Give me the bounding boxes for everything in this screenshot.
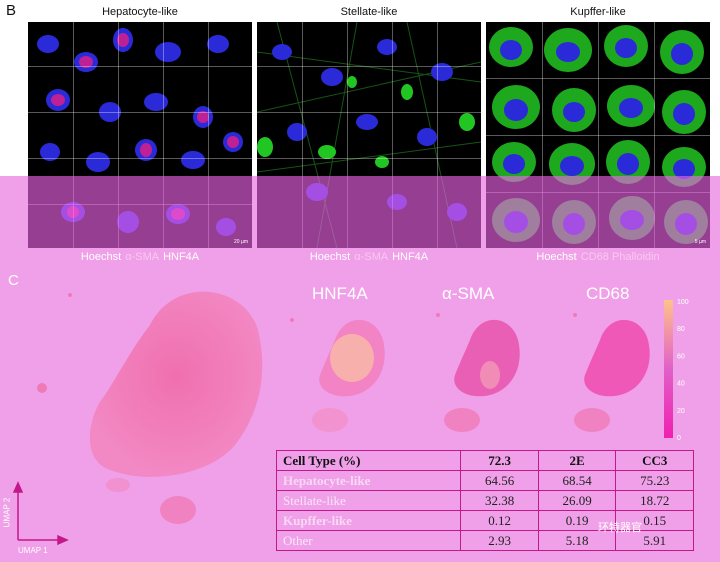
axis-label-umap1: UMAP 1 [18, 546, 48, 555]
kupffer-image-grid: 5 µm [486, 22, 710, 248]
legend-kupffer: Hoechst CD68 Phalloidin [486, 251, 710, 263]
hepatocyte-image-grid: 20 µm [28, 22, 252, 248]
colorbar-tick-label: 80 [677, 326, 685, 333]
table-cell: 2.93 [460, 530, 539, 551]
table-cell: 64.56 [460, 470, 539, 491]
table-header-cell: CC3 [615, 450, 694, 471]
scale-bar-label-hepatocyte: 20 µm [234, 239, 248, 245]
legend-stellate: Hoechst α-SMA HNF4A [257, 251, 481, 263]
table-cell: 75.23 [615, 470, 694, 491]
title-stellate: Stellate-like [340, 6, 398, 18]
table-row-label: Stellate-like [275, 490, 462, 511]
axis-label-umap2: UMAP 2 [2, 497, 12, 528]
table-cell: 18.72 [615, 490, 694, 511]
umap-title-hnf4a: HNF4A [312, 284, 368, 303]
table-cell: 68.54 [537, 470, 617, 491]
table-row-label: Other [275, 530, 462, 551]
table-header-row: Cell Type (%) 72.3 2E CC3 [275, 450, 694, 471]
colorbar [664, 300, 673, 438]
table-cell: 26.09 [537, 490, 617, 511]
scale-bar-label-kupffer: 5 µm [694, 239, 706, 245]
hepatocyte-micrograph [37, 28, 243, 236]
umap-cd68 [573, 313, 650, 432]
table-cell: 32.38 [460, 490, 539, 511]
table-row: Stellate-like 32.38 26.09 18.72 [275, 490, 694, 511]
colorbar-tick-label: 60 [677, 353, 685, 360]
umap-plots: 100 80 60 40 20 0 [12, 291, 689, 546]
colorbar-tick-label: 100 [677, 299, 689, 306]
colorbar-tick-label: 40 [677, 381, 685, 388]
cell-type-table: Cell Type (%) 72.3 2E CC3 Hepatocyte-like 64.… [275, 450, 694, 551]
legend-hepatocyte: Hoechst α-SMA HNF4A [28, 251, 252, 263]
table-row-label: Kupffer-like [275, 510, 462, 531]
umap-main [37, 291, 263, 524]
table-cell: 5.91 [615, 530, 694, 551]
legend-item: HNF4A [392, 251, 429, 263]
umap-axes [12, 481, 69, 546]
legend-item: α-SMA [354, 251, 389, 263]
table-header-cell: 2E [537, 450, 617, 471]
table-row: Other 2.93 5.18 5.91 [275, 530, 694, 551]
colorbar-ticks: 100 80 60 40 20 0 [677, 299, 689, 442]
table-cell: 0.12 [460, 510, 539, 531]
colorbar-tick-label: 20 [677, 408, 685, 415]
title-hepatocyte: Hepatocyte-like [102, 6, 178, 18]
table-row-label: Hepatocyte-like [275, 470, 462, 491]
legend-item: Hoechst [80, 251, 122, 263]
table-row: Hepatocyte-like 64.56 68.54 75.23 [275, 470, 694, 491]
stellate-image-grid [257, 22, 481, 248]
legend-item: Hoechst [536, 251, 577, 263]
colorbar-tick-label: 0 [677, 435, 681, 442]
umap-hnf4a [290, 318, 385, 432]
title-kupffer: Kupffer-like [570, 6, 626, 18]
legend-item: CD68 Phalloidin [580, 251, 660, 263]
umap-title-cd68: CD68 [586, 284, 630, 303]
table-header-cell: Cell Type (%) [275, 450, 462, 471]
legend-item: HNF4A [163, 251, 200, 263]
panel-c-letter: C [8, 272, 19, 289]
table-header-cell: 72.3 [460, 450, 539, 471]
legend-item: α-SMA [125, 251, 160, 263]
panel-b-letter: B [6, 2, 17, 19]
watermark-text: 环特器官 [598, 522, 642, 534]
umap-asma [436, 313, 520, 432]
legend-item: Hoechst [309, 251, 351, 263]
umap-title-asma: α-SMA [442, 284, 495, 303]
